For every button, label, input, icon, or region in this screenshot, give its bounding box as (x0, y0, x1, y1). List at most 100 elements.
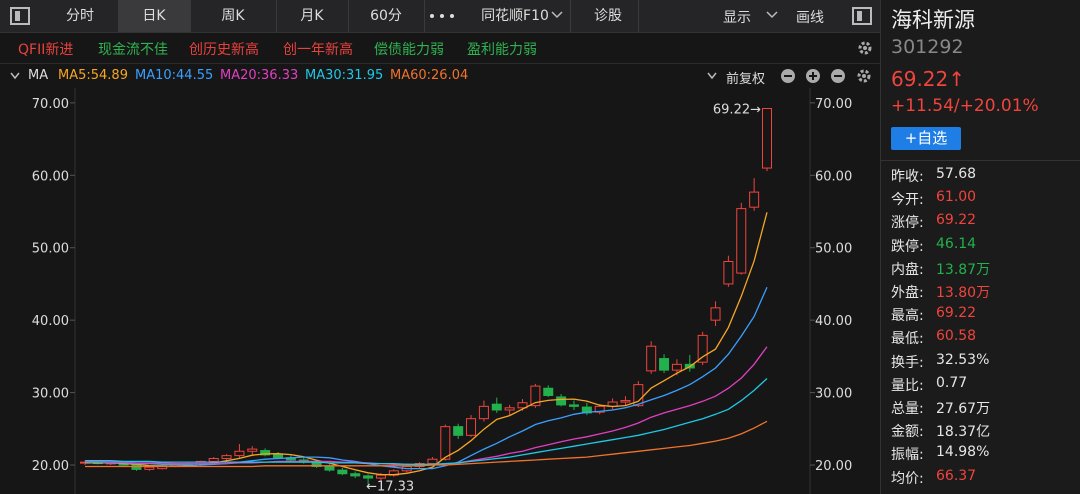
y-tick-label-right: 20.00 (815, 459, 852, 474)
candle-body (260, 450, 271, 456)
stat-label: 金额: (891, 424, 924, 441)
stat-value: 60.58 (936, 328, 977, 345)
tag[interactable]: 创历史新高 (189, 42, 259, 58)
stock-name: 海科新源 (891, 8, 975, 32)
candle-body (697, 334, 708, 363)
tag-row: QFII新进 现金流不佳 创历史新高 创一年新高 偿债能力弱 盈利能力弱 (0, 33, 880, 64)
candle-body (581, 406, 592, 414)
stat-value: 14.98% (936, 444, 990, 461)
candle-body (375, 474, 386, 479)
y-tick-label: 60.00 (32, 169, 69, 184)
y-tick-label-right: 60.00 (815, 169, 852, 184)
candle-body (530, 385, 541, 407)
tab[interactable]: 诊股 (578, 0, 639, 32)
price: 69.22↑ (891, 67, 966, 91)
more-button[interactable] (428, 13, 458, 19)
candle-body (350, 473, 361, 477)
stat-label: 换手: (891, 354, 924, 371)
y-tick-label: 40.00 (32, 314, 69, 329)
settings-icon[interactable] (857, 40, 873, 56)
candle-body (273, 454, 284, 459)
candle-body (427, 458, 438, 465)
stat-label: 今开: (891, 192, 924, 209)
kline-chart: 20.00 20.00 30.00 30.00 40.00 40.00 50.00 50.00… (32, 88, 852, 494)
ma-line (85, 286, 768, 470)
candle-body (749, 191, 760, 208)
stat-value: 57.68 (936, 166, 977, 182)
candle-body (671, 363, 682, 371)
y-tick-label-right: 50.00 (815, 242, 852, 257)
candle-body (363, 475, 374, 479)
stat-label: 量比: (891, 377, 924, 394)
panel-icon[interactable] (852, 7, 872, 25)
candle-body (761, 108, 773, 169)
candle-body (491, 403, 502, 411)
chevron (707, 72, 717, 80)
tag[interactable]: 现金流不佳 (98, 42, 168, 58)
ma-line (85, 212, 768, 476)
stat-label: 总量: (891, 401, 924, 417)
tab[interactable]: 60分 (348, 0, 425, 32)
tag[interactable]: 创一年新高 (283, 42, 353, 58)
stat-label: 外盘: (891, 285, 924, 301)
candle-body (646, 345, 657, 372)
candle-body (723, 260, 734, 285)
tag[interactable]: 盈利能力弱 (467, 42, 537, 58)
candle-body (208, 458, 219, 462)
candle-body (543, 387, 554, 396)
candle-body (337, 469, 348, 475)
y-tick-label: 70.00 (32, 97, 69, 112)
watch-button[interactable]: +自选 (891, 127, 961, 150)
stat-value: 69.22 (936, 212, 977, 229)
stat-value: 69.22 (936, 305, 977, 322)
ma-line (85, 378, 768, 465)
stat-label: 内盘: (891, 261, 924, 278)
stat-value: 46.14 (936, 235, 977, 252)
stat-value: 0.77 (936, 374, 968, 391)
stat-value: 13.87万 (936, 261, 991, 278)
candle-body (324, 465, 335, 471)
toolbar: 分时 日K 周K 月K 60分 同花顺F10 诊股 显示 画线 (0, 0, 880, 33)
tab[interactable]: 日K (118, 0, 191, 32)
extreme-label: 69.22→ (713, 103, 761, 118)
stat-label: 最低: (891, 331, 924, 348)
candle-body (440, 426, 451, 460)
layout-icon[interactable] (10, 7, 30, 25)
stat-value: 18.37亿 (936, 424, 991, 441)
tab[interactable]: 月K (276, 0, 349, 32)
quote-panel: 海科新源 301292 69.22↑ +11.54/+20.01% +自选 昨收… (880, 0, 1080, 494)
y-tick-label: 30.00 (32, 387, 69, 402)
stat-value: 32.53% (936, 351, 990, 368)
candle-body (659, 358, 670, 371)
y-tick-label-right: 70.00 (815, 97, 852, 112)
stat-value: 61.00 (936, 189, 977, 206)
legend-entry: MA20:36.33 (220, 68, 299, 83)
candle-body (710, 307, 721, 321)
candle-body (466, 418, 477, 436)
stat-label: 最高: (891, 308, 924, 325)
y-tick-label-right: 30.00 (815, 387, 852, 402)
candle-body (453, 426, 464, 436)
tab[interactable]: 同花顺F10 (460, 0, 571, 32)
legend-entry: MA10:44.55 (135, 68, 214, 83)
ma-row: MA 前复权 MA5:54.89 MA10:44.55 MA20:36.33 MA30… (0, 64, 880, 88)
candle-body (568, 404, 579, 407)
tab[interactable]: 周K (190, 0, 277, 32)
collapse-icon[interactable] (10, 72, 20, 80)
draw-button[interactable]: 画线 (796, 10, 824, 26)
tag[interactable]: 偿债能力弱 (374, 42, 444, 58)
tag[interactable]: QFII新进 (18, 42, 74, 58)
stat-label: 跌停: (891, 238, 924, 255)
stat-value: 13.80万 (936, 285, 991, 301)
legend-entry: MA60:26.04 (390, 68, 469, 83)
candle-body (131, 464, 142, 470)
ma-line (85, 420, 768, 468)
tab[interactable]: 分时 (42, 0, 119, 32)
candle-body (556, 396, 567, 406)
display-menu[interactable]: 显示 (723, 10, 751, 26)
legend-entry: MA30:31.95 (305, 68, 384, 83)
adjust-menu[interactable]: 前复权 (726, 72, 766, 87)
zoom-icons[interactable] (780, 68, 875, 84)
stat-label: 涨停: (891, 215, 924, 232)
candle-body (736, 208, 747, 274)
